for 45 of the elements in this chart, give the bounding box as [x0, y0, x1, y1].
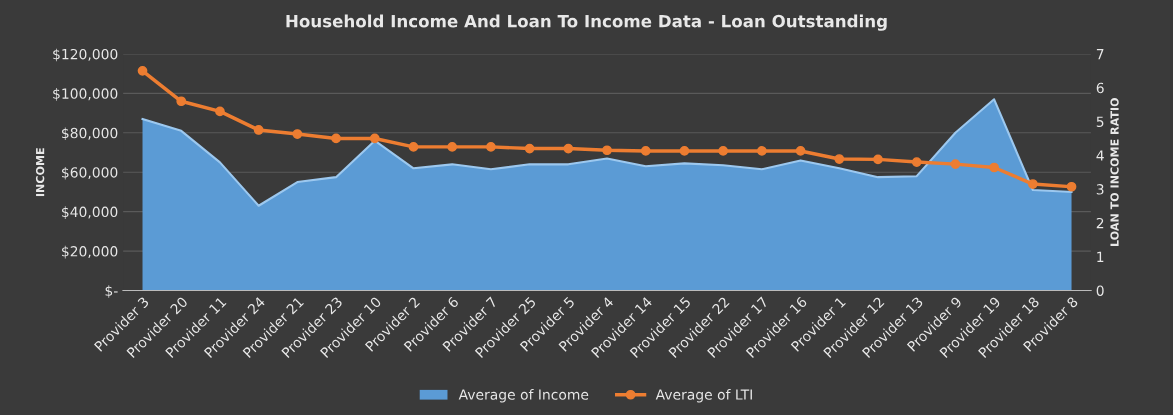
point — [215, 106, 225, 117]
y-tick-label: $40,000 — [62, 206, 118, 219]
point — [486, 142, 496, 152]
point — [369, 133, 380, 144]
y2-tick-label: 0 — [1096, 285, 1104, 296]
y-tick-label: $100,000 — [53, 88, 118, 101]
point — [679, 146, 690, 156]
legend-label: Average of Income — [458, 389, 589, 403]
y2-tick-label: 4 — [1096, 150, 1104, 161]
y2-axis-title: LOAN TO INCOME RATIO — [1110, 98, 1119, 246]
chart-title: Household Income And Loan To Income Data - Loan Outstanding — [286, 14, 887, 31]
y2-tick-label: 3 — [1096, 184, 1104, 195]
point — [834, 154, 845, 164]
point — [989, 162, 999, 173]
y-tick-label: $20,000 — [62, 245, 118, 259]
point — [292, 129, 303, 139]
point — [757, 146, 767, 156]
point — [795, 146, 806, 156]
point — [137, 65, 148, 76]
y-tick-label: $60,000 — [62, 166, 118, 180]
point — [524, 143, 535, 154]
point — [176, 96, 187, 107]
y2-tick-label: 5 — [1096, 116, 1104, 128]
y2-tick-label: 2 — [1096, 217, 1104, 229]
point — [1027, 179, 1038, 189]
y-axis-title: INCOME — [35, 148, 45, 197]
point — [602, 145, 612, 156]
point — [447, 142, 458, 152]
point — [640, 146, 651, 156]
point — [911, 157, 922, 167]
y-tick-label: $80,000 — [62, 127, 118, 141]
point — [331, 133, 341, 144]
point — [950, 159, 961, 169]
y2-tick-label: 7 — [1096, 49, 1104, 60]
point — [873, 154, 883, 165]
point — [563, 143, 574, 154]
point — [253, 125, 264, 135]
point — [1066, 181, 1077, 192]
legend-label: Average of LTI — [655, 389, 752, 403]
y-tick-label: $120,000 — [53, 48, 118, 62]
point — [718, 146, 729, 156]
y-tick-label: $- — [105, 285, 118, 298]
y2-tick-label: 1 — [1097, 251, 1104, 262]
point — [408, 142, 419, 152]
y2-tick-label: 6 — [1096, 82, 1104, 94]
